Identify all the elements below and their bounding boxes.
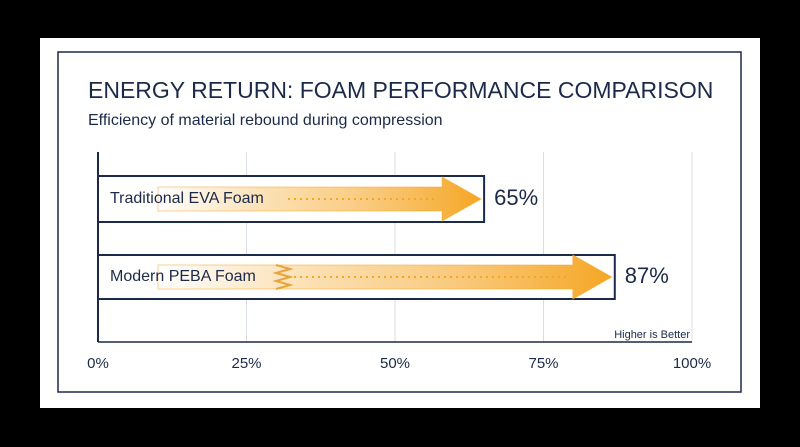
x-tick-label: 0% [87,355,109,372]
value-label: 65% [494,185,538,210]
frame [57,51,742,393]
spring-icon [272,264,294,290]
value-label: 87% [625,263,669,288]
category-label: Modern PEBA Foam [110,268,256,285]
category-label: Traditional EVA Foam [110,190,264,207]
annotation: Higher is Better [614,329,690,341]
chart-title: ENERGY RETURN: FOAM PERFORMANCE COMPARIS… [88,77,713,103]
plot: 0% 25% 50% 75% 100% Traditional EVA Foam 65% Mo… [87,152,711,372]
x-tick-label: 100% [673,355,711,372]
x-tick-label: 25% [231,355,261,372]
chart-subtitle: Efficiency of material rebound during co… [88,112,443,129]
x-tick-label: 50% [380,355,410,372]
x-tick-label: 75% [528,355,558,372]
